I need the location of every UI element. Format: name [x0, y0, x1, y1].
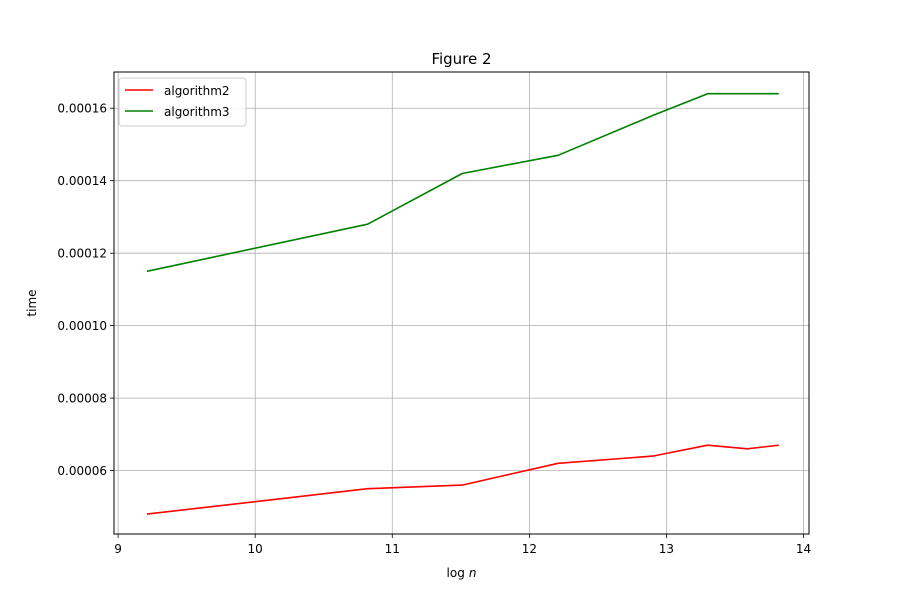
legend-label-algorithm3: algorithm3 [164, 105, 230, 119]
x-axis-label-variable: n [469, 566, 477, 580]
legend: algorithm2 algorithm3 [118, 77, 247, 127]
y-tick-label: 0.00010 [57, 319, 107, 333]
x-tick-label: 12 [522, 542, 537, 556]
x-axis-label-log: log [447, 566, 465, 580]
series-line-algorithm2 [146, 444, 779, 515]
y-axis-ticks: 0.00006 0.00008 0.00010 0.00012 0.00014 0.000… [57, 102, 114, 478]
y-tick-label: 0.00012 [57, 247, 107, 261]
legend-label-algorithm2: algorithm2 [164, 84, 230, 98]
plot-frame [113, 71, 810, 535]
chart-title: Figure 2 [431, 50, 491, 68]
x-axis-label: log n [447, 566, 477, 580]
grid [114, 72, 809, 534]
x-tick-label: 10 [248, 542, 263, 556]
y-tick-label: 0.00016 [57, 102, 107, 116]
x-tick-label: 13 [659, 542, 674, 556]
series-lines [146, 92, 779, 515]
x-tick-label: 14 [796, 542, 811, 556]
x-tick-label: 9 [114, 542, 122, 556]
y-tick-label: 0.00008 [57, 392, 107, 406]
x-axis-ticks: 9 10 11 12 13 14 [114, 534, 811, 556]
y-axis-label: time [25, 289, 39, 316]
y-tick-label: 0.00014 [57, 174, 107, 188]
y-tick-label: 0.00006 [57, 464, 107, 478]
series-line-algorithm3 [146, 92, 779, 273]
x-tick-label: 11 [385, 542, 400, 556]
